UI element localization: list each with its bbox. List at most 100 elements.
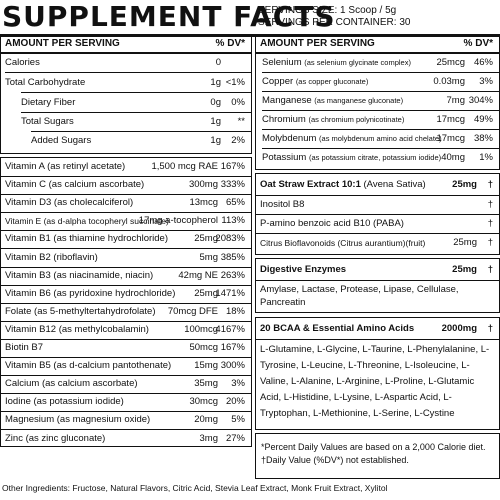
nutrient-dv: 113%: [221, 215, 245, 227]
enzymes-name: Digestive Enzymes: [260, 264, 347, 275]
nutrient-amount: 17mg a-tocopherol: [138, 215, 218, 227]
nutrient-dv: 1%: [479, 152, 493, 163]
nutrient-dv: <1%: [225, 77, 245, 88]
nutrient-name: Vitamin A (as retinyl acetate): [5, 161, 126, 172]
nutrient-amount: 25mcg: [436, 57, 465, 68]
minerals-column-header: AMOUNT PER SERVING % DV*: [256, 37, 499, 54]
amount-per-serving-label-right: AMOUNT PER SERVING: [260, 38, 375, 49]
row-divider: [262, 129, 499, 130]
nutrient-amount: 1,500 mcg RAE: [151, 161, 218, 172]
row-divider: [1, 338, 251, 340]
blend-title-source: (Avena Sativa): [363, 179, 426, 190]
nutrient-name: Molybdenum (as molybdenum amino acid che…: [262, 133, 442, 145]
nutrient-name: Chromium (as chromium polynicotinate): [262, 114, 404, 126]
nutrient-amount: 5mg: [199, 251, 218, 263]
nutrient-amount: 42mg NE: [178, 269, 218, 281]
mineral-source: (as selenium glycinate complex): [304, 58, 411, 67]
nutrient-dv: 49%: [473, 114, 493, 125]
row-divider: [31, 131, 251, 132]
row-divider: [1, 429, 251, 431]
nutrient-dv: 167%: [220, 342, 245, 353]
enzymes-dv: †: [487, 264, 493, 275]
nutrient-name: Iodine (as potassium iodide): [5, 396, 124, 408]
nutrient-name: Vitamin B2 (riboflavin): [5, 251, 98, 263]
mineral-name: Chromium: [262, 114, 306, 125]
other-ingredients: Other Ingredients: Fructose, Natural Fla…: [2, 483, 388, 493]
bcaa-list: L-Glutamine, L-Glycine, L-Taurine, L-Phe…: [260, 344, 490, 419]
mineral-source: (as chromium polynicotinate): [308, 115, 405, 124]
vitamins-panel: Vitamin A (as retinyl acetate) 1,500 mcg …: [0, 157, 252, 447]
nutrient-name: Vitamin D3 (as cholecalciferol): [5, 197, 134, 209]
enzymes-panel: Digestive Enzymes 25mg † Amylase, Lactas…: [255, 258, 500, 313]
row-divider: [262, 91, 499, 92]
row-divider: [21, 92, 251, 93]
nutrient-amount: 13mcg: [189, 197, 218, 209]
nutrient-amount: 20mg: [194, 414, 218, 426]
footnote-dv-basis: *Percent Daily Values are based on a 2,0…: [261, 442, 486, 452]
serving-size: SERVINGS SIZE: 1 Scoop / 5g: [258, 5, 397, 16]
blend-title-name: Oat Straw Extract 10:1: [260, 179, 361, 190]
ingredient-name: Citrus Bioflavonoids (Citrus aurantium)(…: [260, 238, 426, 248]
nutrient-amount: 25mg: [194, 287, 218, 299]
nutrient-name: Vitamin E (as d-alpha tocopheryl succina…: [5, 216, 169, 227]
nutrient-dv: 27%: [225, 432, 245, 444]
nutrient-name: Total Sugars: [21, 116, 74, 127]
enzymes-list: Amylase, Lactase, Protease, Lipase, Cell…: [260, 284, 459, 308]
row-divider: [262, 72, 499, 73]
nutrient-dv: 2%: [231, 135, 245, 146]
nutrient-amount: 17mcg: [436, 133, 465, 144]
nutrient-dv: 167%: [220, 161, 245, 172]
bcaa-panel: 20 BCAA & Essential Amino Acids 2000mg †…: [255, 317, 500, 430]
nutrient-amount: 17mcg: [436, 114, 465, 125]
nutrient-dv: 5%: [231, 414, 245, 426]
nutrient-name: Dietary Fiber: [21, 97, 76, 108]
nutrient-dv: 46%: [473, 57, 493, 68]
nutrient-amount: 300mg: [188, 179, 218, 191]
nutrient-name: Selenium (as selenium glycinate complex): [262, 57, 411, 69]
nutrient-name: Added Sugars: [31, 135, 92, 146]
macros-panel: AMOUNT PER SERVING % DV* Calories 0 Total …: [0, 36, 252, 154]
ingredient-dv: †: [487, 237, 493, 248]
mineral-name: Molybdenum: [262, 133, 317, 144]
row-divider: [256, 214, 499, 215]
nutrient-amount: 15mg: [194, 360, 218, 372]
nutrient-name: Vitamin B6 (as pyridoxine hydrochloride): [5, 287, 176, 299]
nutrient-name: Vitamin B3 (as niacinamide, niacin): [5, 269, 154, 281]
bcaa-dv: †: [487, 323, 493, 334]
nutrient-amount: 100mcg: [184, 323, 218, 335]
footnote-panel: *Percent Daily Values are based on a 2,0…: [255, 433, 500, 479]
row-divider: [262, 110, 499, 111]
row-divider: [1, 230, 251, 232]
nutrient-amount: 30mcg: [189, 396, 218, 408]
nutrient-amount: 1g: [210, 116, 221, 127]
nutrient-name: Vitamin B5 (as d-calcium pantothenate): [5, 360, 172, 372]
footnote-dv-not-established: †Daily Value (%DV*) not established.: [261, 455, 409, 465]
nutrient-dv: 20%: [225, 396, 245, 408]
nutrient-amount: 1g: [210, 77, 221, 88]
nutrient-dv: **: [237, 116, 245, 127]
mineral-source: (as molybdenum amino acid chelate): [319, 134, 442, 143]
nutrient-dv: 385%: [220, 251, 245, 263]
nutrient-name: Vitamin C (as calcium ascorbate): [5, 179, 145, 191]
nutrient-name: Vitamin B12 (as methylcobalamin): [5, 323, 149, 335]
header-rule: [0, 34, 500, 37]
nutrient-name: Zinc (as zinc gluconate): [5, 432, 106, 444]
nutrient-dv: 4167%: [215, 323, 245, 335]
mineral-name: Selenium: [262, 57, 302, 68]
nutrient-amount: 50mcg: [189, 342, 218, 353]
blend-title-amount: 25mg: [452, 179, 477, 190]
nutrient-amount: 3mg: [199, 432, 218, 444]
dv-label: % DV*: [215, 38, 245, 49]
row-divider: [21, 112, 251, 113]
nutrient-dv: 38%: [473, 133, 493, 144]
nutrient-dv: 300%: [220, 360, 245, 372]
dv-label-right: % DV*: [463, 38, 493, 49]
mineral-name: Potassium: [262, 152, 307, 163]
nutrient-dv: 1471%: [215, 287, 245, 299]
nutrient-name: Folate (as 5-methyltertahydrofolate): [5, 305, 156, 317]
bcaa-rule: [256, 339, 499, 340]
mineral-source: (as copper gluconate): [295, 77, 369, 86]
enzymes-amount: 25mg: [452, 264, 477, 275]
row-divider: [1, 248, 251, 250]
